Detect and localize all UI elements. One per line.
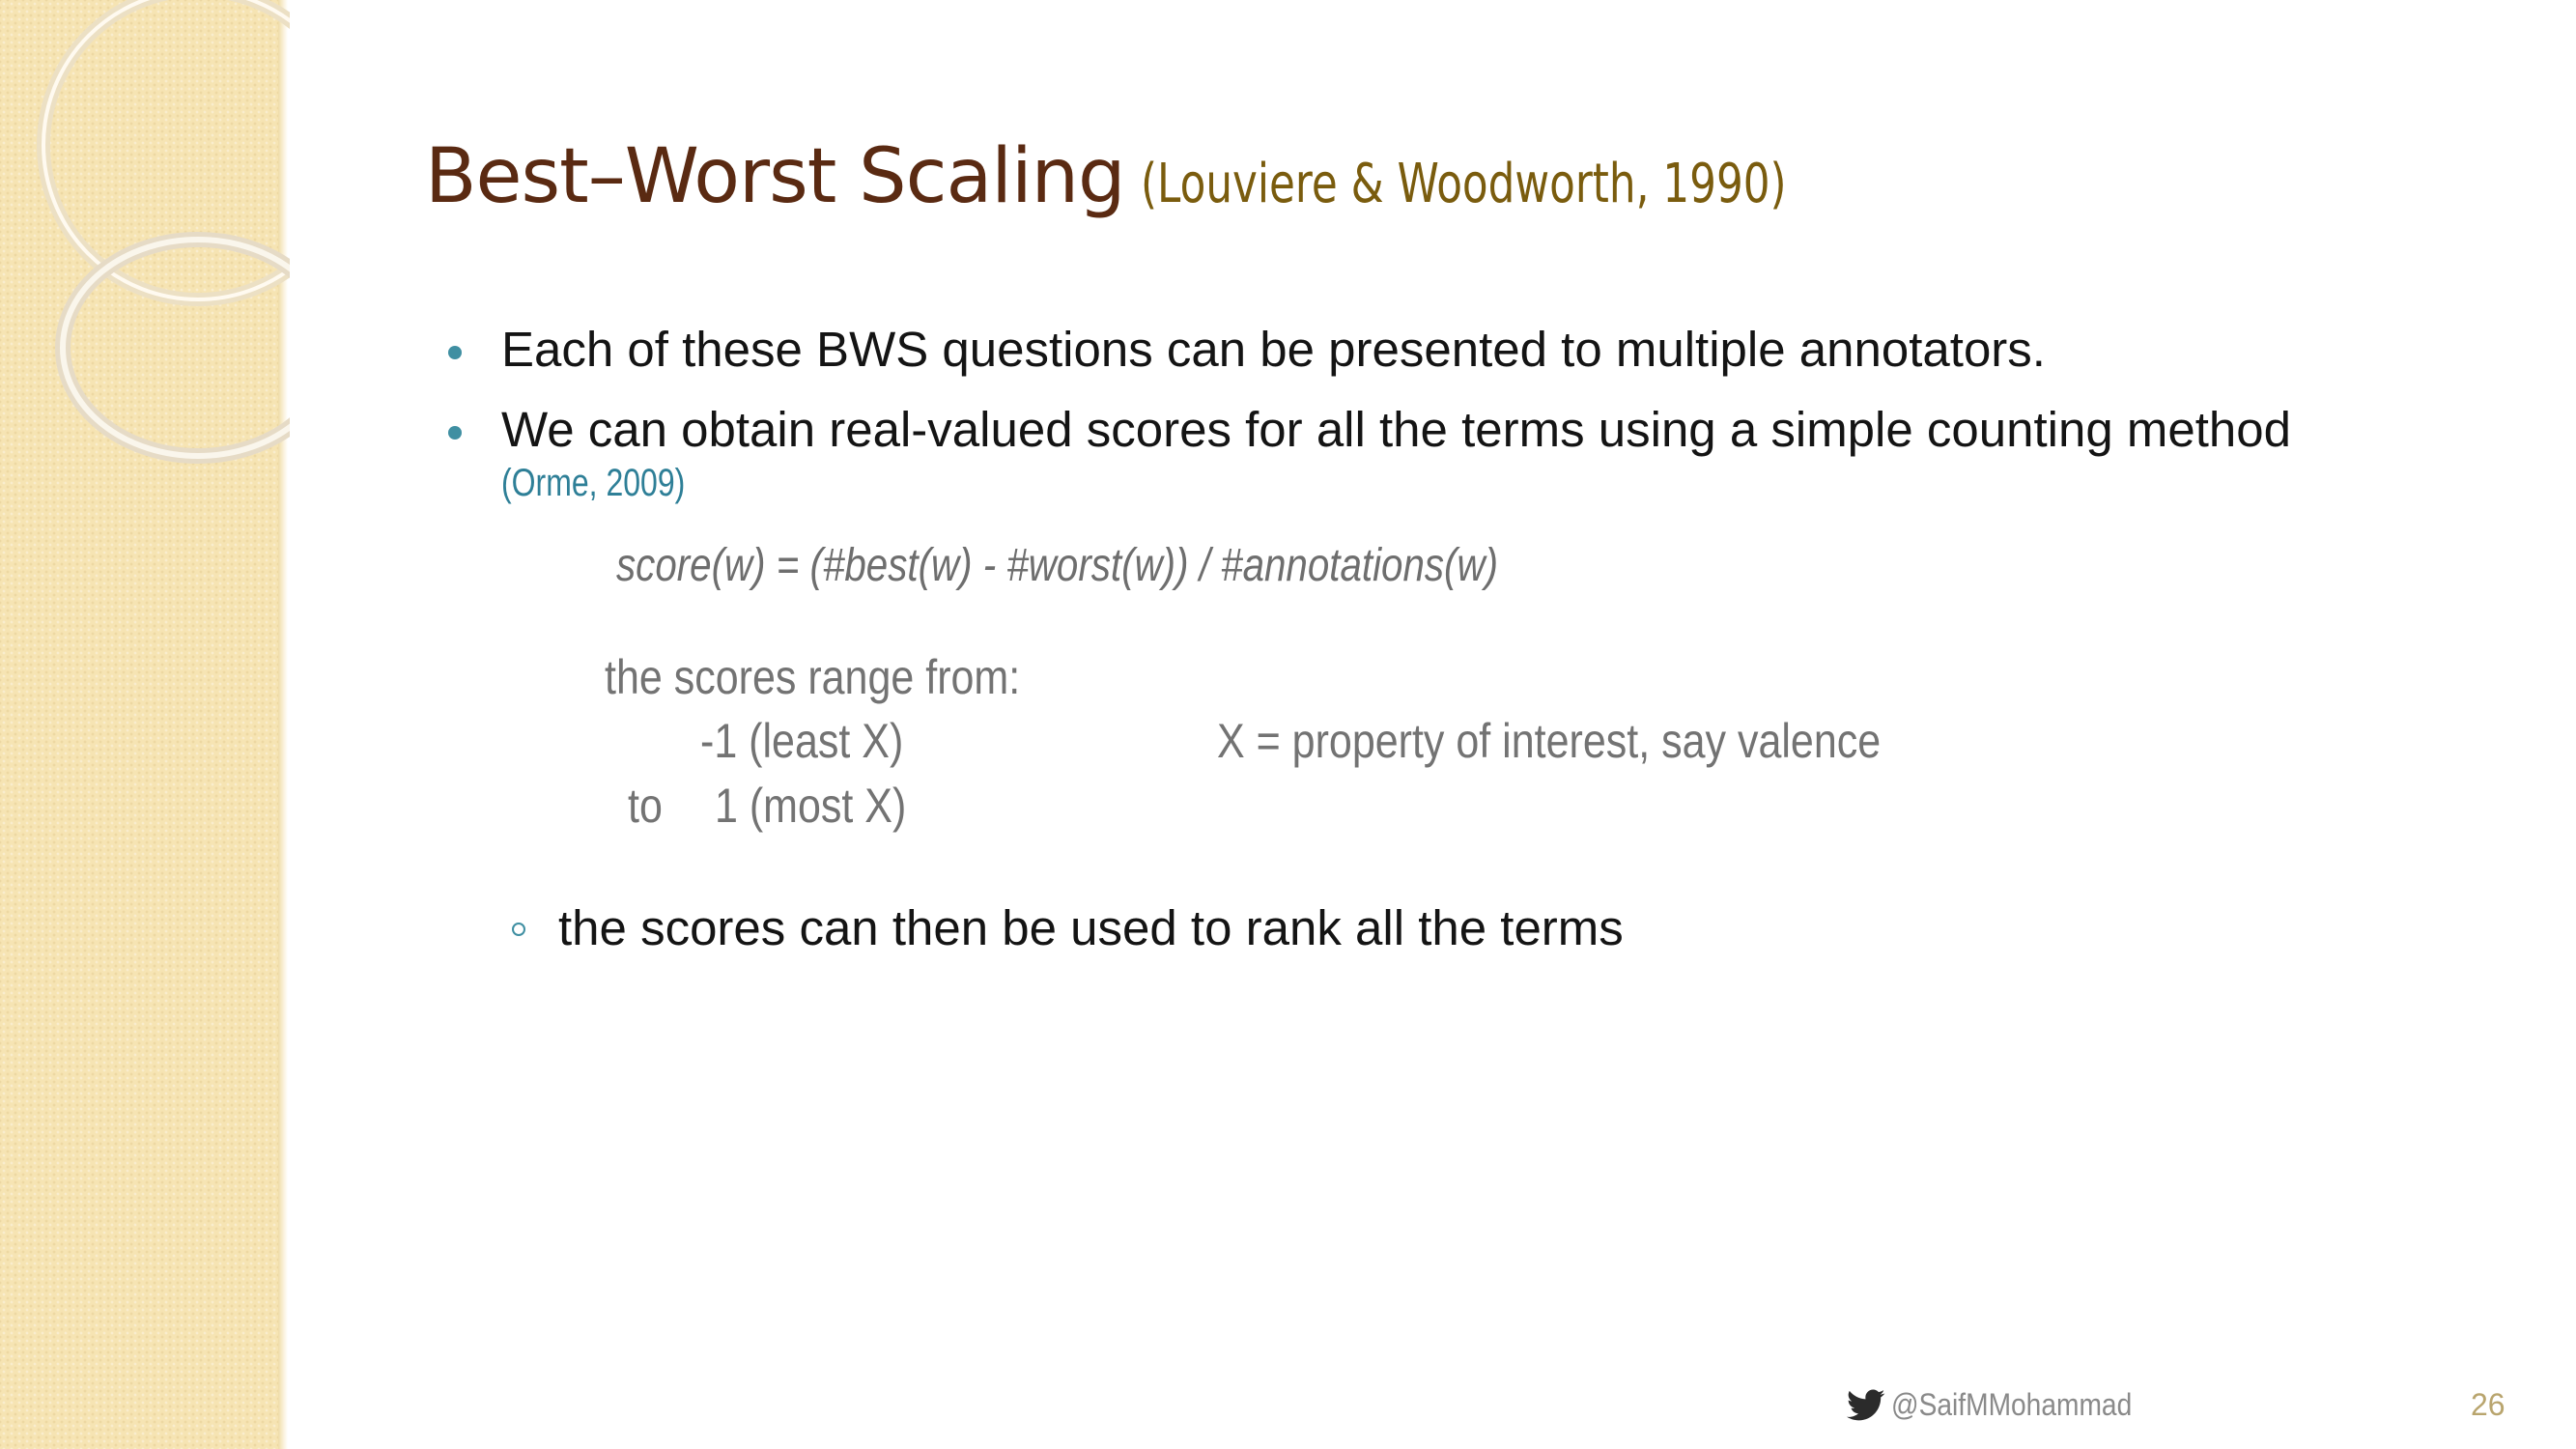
range-high: 1 (most X) — [715, 779, 907, 833]
lower-ring — [55, 232, 290, 464]
range-to-line: to — [628, 778, 668, 834]
score-formula: score(w) = (#best(w) - #worst(w)) / #ann… — [616, 540, 1499, 591]
page-number: 26 — [2471, 1387, 2505, 1422]
range-low: -1 (least X) — [700, 714, 904, 768]
range-intro: the scores range from: — [605, 650, 1021, 704]
bullet-marker — [448, 426, 462, 440]
top-ring — [37, 0, 290, 306]
side-panel-edge — [278, 0, 288, 1449]
range-high-line: 1 (most X) — [715, 778, 938, 834]
decorative-rings — [37, 0, 290, 464]
title-main: Best–Worst Scaling — [425, 133, 1126, 220]
bullet-1-text: Each of these BWS questions can be prese… — [501, 322, 2046, 377]
twitter-bird-icon — [1847, 1389, 1885, 1420]
range-to-word: to — [628, 779, 663, 833]
bullet-2-citation: (Orme, 2009) — [501, 462, 686, 504]
range-note-line: X = property of interest, say valence — [1217, 713, 1989, 769]
sub-bullet-marker — [512, 923, 525, 936]
slide-title: Best–Worst Scaling (Louviere & Woodworth,… — [425, 133, 1968, 220]
bullet-marker — [448, 346, 462, 359]
footer-twitter-handle: @SaifMMohammad — [1847, 1387, 2165, 1423]
formula-line: score(w) = (#best(w) - #worst(w)) / #ann… — [616, 539, 1666, 592]
range-low-line: -1 (least X) — [700, 713, 937, 769]
title-citation: (Louviere & Woodworth, 1990) — [1140, 153, 1787, 215]
range-note: X = property of interest, say valence — [1217, 714, 1882, 768]
bullet-2-citation-line: (Orme, 2009) — [501, 462, 731, 505]
sub-bullet-text: the scores can then be used to rank all … — [558, 900, 1624, 955]
twitter-handle-text: @SaifMMohammad — [1891, 1387, 2133, 1422]
range-intro-line: the scores range from: — [605, 649, 1088, 705]
bullet-2-text: We can obtain real-valued scores for all… — [501, 402, 2292, 457]
